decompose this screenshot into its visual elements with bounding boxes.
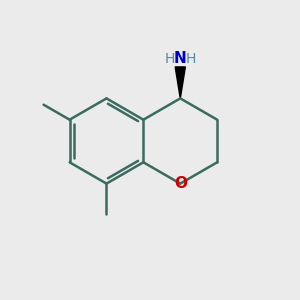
Text: H: H <box>164 52 175 65</box>
Text: N: N <box>174 51 187 66</box>
Text: O: O <box>174 176 187 191</box>
Polygon shape <box>175 67 185 98</box>
Text: H: H <box>186 52 196 65</box>
